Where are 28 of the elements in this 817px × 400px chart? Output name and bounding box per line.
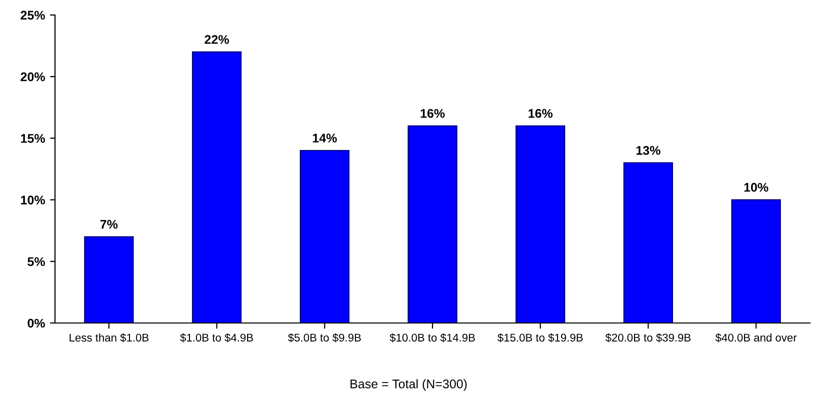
bar (408, 125, 458, 323)
x-tick-label: $1.0B to $4.9B (180, 333, 253, 342)
x-tick-label: $10.0B to $14.9B (390, 333, 475, 342)
bar (300, 150, 350, 323)
bar (731, 199, 781, 323)
x-tick-label: Less than $1.0B (70, 333, 148, 342)
data-label: 7% (100, 220, 118, 229)
y-tick-label: 15% (21, 134, 45, 143)
data-label: 22% (204, 35, 229, 44)
data-label: 16% (420, 109, 445, 118)
y-tick-label: 20% (20, 72, 45, 82)
text: Base = Total (N=300) (350, 379, 467, 391)
data-label: 16% (528, 109, 553, 118)
bar (192, 51, 242, 323)
x-tick-label: $40.0B and over (715, 333, 797, 342)
bar (516, 125, 566, 323)
data-label: 14% (312, 134, 337, 142)
x-tick-label: $5.0B to $9.9B (288, 333, 361, 342)
y-tick-label: 5% (28, 257, 45, 266)
bar (84, 236, 134, 323)
y-tick-label: 0% (28, 318, 45, 328)
data-label: 13% (636, 146, 660, 155)
x-tick-label: $15.0B to $19.9B (498, 333, 583, 342)
x-tick-label: $20.0B to $39.9B (605, 333, 691, 342)
bar (623, 162, 674, 323)
y-tick-label: 10% (21, 196, 45, 204)
data-label: 10% (744, 182, 768, 192)
y-tick-label: 25% (20, 10, 45, 20)
